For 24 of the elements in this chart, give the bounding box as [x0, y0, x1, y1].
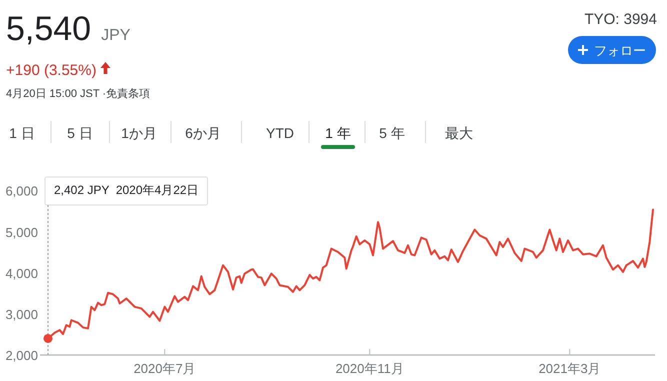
text: 1 年 [325, 125, 351, 141]
text: 最大 [445, 125, 473, 141]
tooltip: 2,402 JPY 2020年4月22日 [44, 176, 208, 356]
x-tick-label: 2020年11月 [335, 361, 404, 376]
y-tick-label: 4,000 [5, 266, 38, 281]
chart-subtitle: JPY [101, 27, 131, 44]
text: 4月20日 15:00 JST ·免責条項 [6, 87, 150, 100]
text: 1 日 [9, 125, 35, 141]
y-tick-label: 3,000 [5, 306, 38, 322]
text: YTD [266, 125, 294, 141]
y-tick-label: 6,000 [5, 184, 38, 199]
text: 5 日 [67, 125, 93, 141]
text: TYO: 3994 [584, 11, 657, 28]
text: +190 (3.55%) [6, 62, 96, 79]
y-tick-label: 5,000 [5, 224, 38, 240]
follow-button: フォロー [568, 36, 656, 64]
x-tick-label: 2020年7月 [134, 361, 196, 376]
chart-title: 5,540 [6, 10, 92, 48]
text: 1か月 [121, 125, 157, 141]
annotation: 2,402 JPY 2020年4月22日 [54, 183, 199, 197]
text: 6か月 [185, 125, 221, 141]
y-tick-label: 2,000 [5, 348, 38, 363]
x-tick-label: 2021年3月 [538, 361, 601, 376]
text: 5 年 [379, 125, 405, 141]
